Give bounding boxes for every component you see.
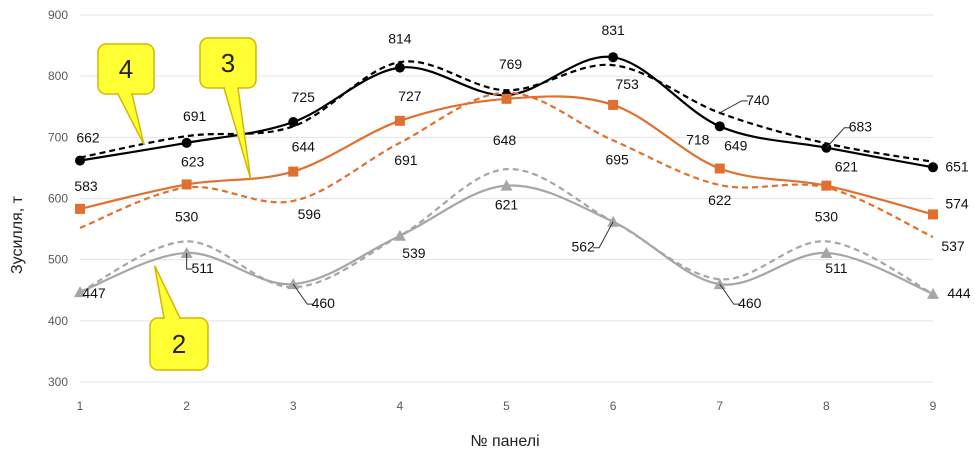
x-tick-label: 5 xyxy=(503,399,510,413)
data-label: 539 xyxy=(402,245,426,261)
marker-triangle xyxy=(74,286,86,298)
leader-line xyxy=(292,283,314,305)
marker-square xyxy=(288,166,299,177)
marker-square xyxy=(821,180,832,191)
y-tick-label: 500 xyxy=(48,253,68,267)
y-tick-label: 700 xyxy=(48,130,68,144)
marker-square xyxy=(928,209,938,220)
y-tick-label: 800 xyxy=(48,69,68,83)
marker-triangle xyxy=(713,278,726,290)
marker-square xyxy=(75,203,85,214)
data-label: 623 xyxy=(181,153,205,169)
data-label: 648 xyxy=(493,132,517,148)
data-label: 583 xyxy=(74,178,98,194)
series-line-3-dashed xyxy=(79,91,934,239)
leader-line xyxy=(719,100,748,114)
leader-line xyxy=(826,127,851,149)
callout-label: 3 xyxy=(221,48,235,78)
data-label: 753 xyxy=(615,76,639,92)
leader-line xyxy=(593,221,614,249)
y-axis-title: Зусилля, т xyxy=(9,195,26,274)
x-tick-label: 7 xyxy=(716,399,723,413)
y-tick-label: 400 xyxy=(48,314,68,328)
data-label: 695 xyxy=(605,151,629,167)
x-tick-label: 8 xyxy=(823,399,830,413)
data-label: 662 xyxy=(76,130,100,146)
marker-triangle xyxy=(927,287,939,299)
data-label: 683 xyxy=(849,119,873,135)
data-label: 562 xyxy=(571,239,595,255)
x-tick-label: 6 xyxy=(610,399,617,413)
y-tick-label: 600 xyxy=(48,192,68,206)
marker-circle xyxy=(394,62,405,73)
data-label: 530 xyxy=(815,208,839,224)
marker-triangle xyxy=(820,246,833,258)
x-axis-ticks: 1 2 3 4 5 6 7 8 9 xyxy=(77,399,937,413)
data-label: 447 xyxy=(82,285,106,301)
data-label: 444 xyxy=(947,285,971,301)
data-label: 622 xyxy=(708,192,732,208)
data-label: 460 xyxy=(312,295,336,311)
marker-circle xyxy=(608,52,619,63)
marker-triangle xyxy=(607,215,620,227)
callout-pointer xyxy=(153,265,182,319)
leader-line xyxy=(186,252,193,270)
data-label: 727 xyxy=(398,88,422,104)
series-line-2-dashed xyxy=(79,168,934,295)
marker-circle xyxy=(288,117,299,128)
data-label: 530 xyxy=(175,208,199,224)
marker-triangle xyxy=(393,229,406,241)
data-label: 574 xyxy=(945,195,969,211)
marker-circle xyxy=(714,121,725,132)
x-tick-label: 2 xyxy=(183,399,190,413)
data-label: 621 xyxy=(495,197,519,213)
x-tick-label: 3 xyxy=(290,399,297,413)
data-label: 596 xyxy=(298,206,322,222)
data-label: 644 xyxy=(292,139,316,155)
marker-square xyxy=(394,115,405,126)
data-label: 511 xyxy=(825,260,848,276)
data-label: 718 xyxy=(686,131,710,147)
y-axis-ticks: 300 400 500 600 700 800 900 xyxy=(48,8,68,389)
marker-triangle xyxy=(180,246,193,258)
callout-label: 2 xyxy=(172,329,186,359)
data-label: 725 xyxy=(292,89,316,105)
data-label: 691 xyxy=(183,108,207,124)
x-tick-label: 4 xyxy=(397,399,404,413)
data-label: 814 xyxy=(388,31,412,47)
leader-line xyxy=(719,283,740,305)
data-label: 621 xyxy=(835,159,859,175)
data-label: 649 xyxy=(724,138,748,154)
callout-label: 4 xyxy=(119,54,133,84)
data-label: 651 xyxy=(945,158,969,174)
data-label: 831 xyxy=(601,22,625,38)
data-label: 460 xyxy=(738,295,762,311)
marker-triangle xyxy=(287,278,300,290)
data-label: 769 xyxy=(499,56,523,72)
y-tick-label: 300 xyxy=(48,375,68,389)
marker-circle xyxy=(75,155,85,166)
marker-circle xyxy=(928,162,938,173)
marker-square xyxy=(181,179,192,190)
data-label: 740 xyxy=(746,92,770,108)
marker-square xyxy=(608,99,619,110)
x-tick-label: 1 xyxy=(77,399,84,413)
marker-circle xyxy=(181,137,192,148)
marker-square xyxy=(501,93,512,104)
data-label: 537 xyxy=(941,238,965,254)
data-label: 511 xyxy=(191,260,214,276)
x-axis-title: № панелі xyxy=(470,433,539,450)
marker-square xyxy=(714,163,725,174)
marker-triangle xyxy=(500,179,513,191)
x-tick-label: 9 xyxy=(930,399,937,413)
callouts-group: 4 3 2 xyxy=(97,37,257,371)
data-label: 691 xyxy=(394,152,418,168)
data-labels-group: 662 691 725 814 769 831 718 740 683 651 583 623 644 7… xyxy=(74,22,971,311)
y-tick-label: 900 xyxy=(48,8,68,22)
